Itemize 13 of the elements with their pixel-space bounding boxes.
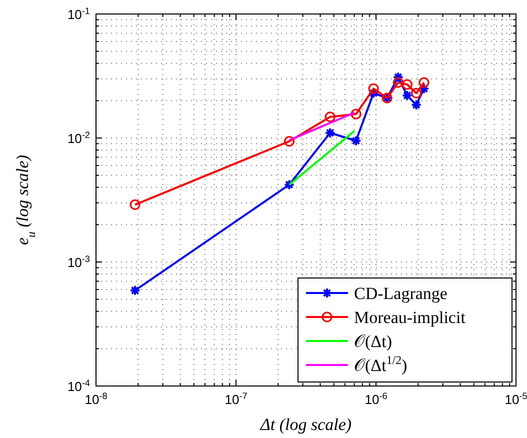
legend-label: CD-Lagrange — [354, 284, 448, 303]
legend-label: 𝒪(Δt) — [354, 332, 392, 351]
y-tick-label: 10$^{-4}$ — [67, 378, 90, 394]
legend-label: 𝒪(Δt$^{1/2}$) — [354, 353, 408, 375]
x-axis-title: Δt (log scale) — [259, 415, 352, 434]
legend-label: Moreau-implicit — [354, 308, 466, 327]
x-tick-label: 10$^{-8}$ — [84, 391, 108, 407]
y-tick-label: 10$^{-3}$ — [67, 254, 90, 270]
x-tick-label: 10$^{-7}$ — [224, 391, 248, 407]
x-tick-label: 10$^{-5}$ — [504, 391, 527, 407]
x-tick-label: 10$^{-6}$ — [364, 391, 388, 407]
y-tick-label: 10$^{-2}$ — [67, 130, 90, 146]
y-tick-label: 10$^{-1}$ — [67, 6, 90, 22]
